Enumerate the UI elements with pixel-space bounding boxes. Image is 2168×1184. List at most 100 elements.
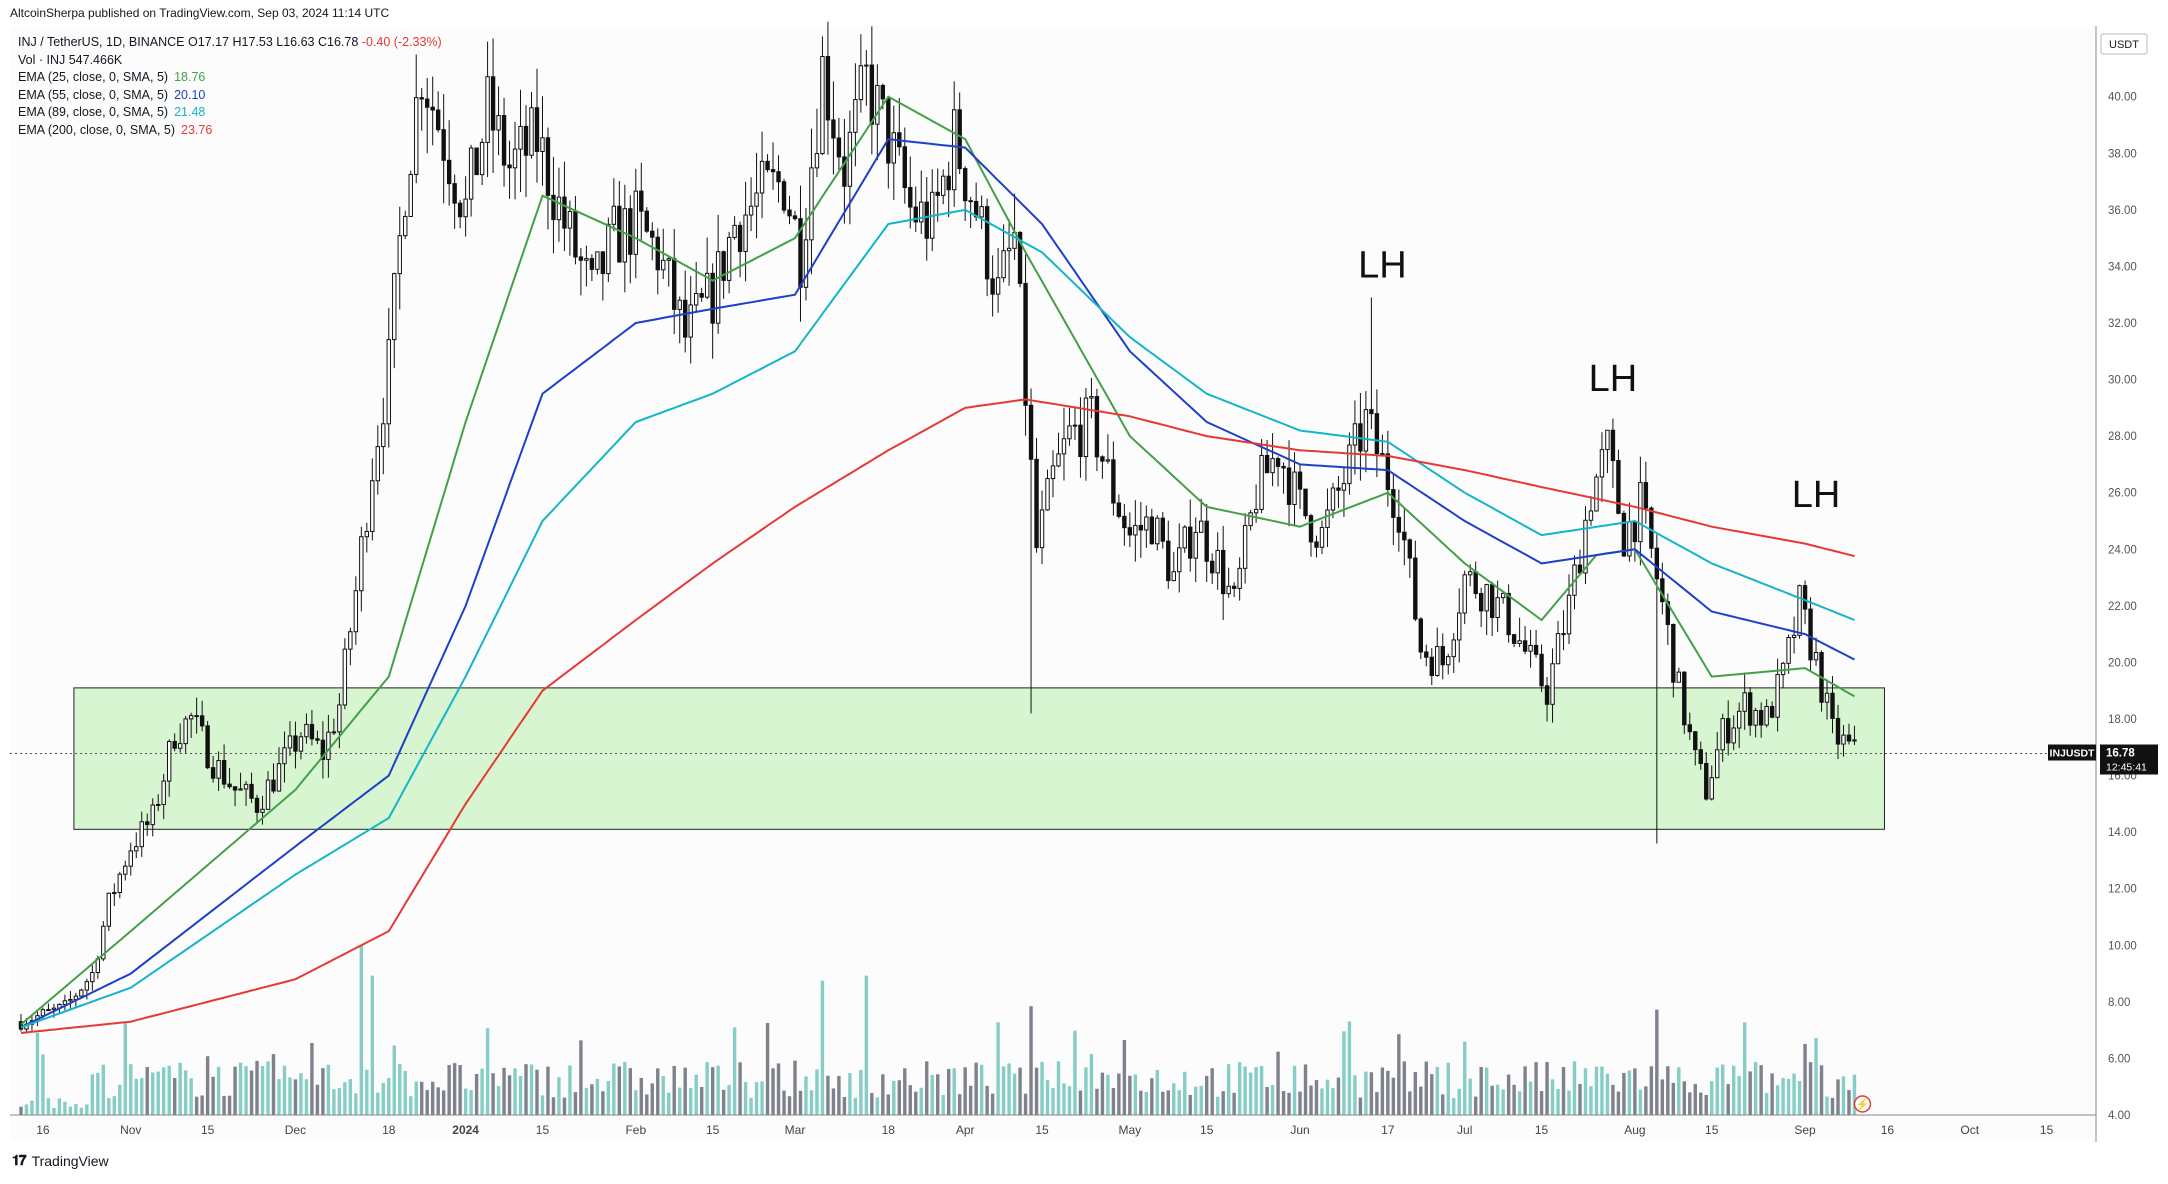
candle[interactable] xyxy=(243,781,249,806)
candle[interactable] xyxy=(353,576,359,645)
candle[interactable] xyxy=(1089,377,1094,419)
candle[interactable] xyxy=(1303,488,1308,520)
candle[interactable] xyxy=(320,721,326,779)
candle[interactable] xyxy=(1835,704,1841,759)
candle[interactable] xyxy=(265,771,271,810)
candle[interactable] xyxy=(1292,452,1297,525)
candle[interactable] xyxy=(183,715,188,753)
candle[interactable] xyxy=(1544,676,1550,722)
candle[interactable] xyxy=(1566,574,1572,644)
candle[interactable] xyxy=(331,718,337,736)
candle[interactable] xyxy=(1034,437,1039,553)
candle[interactable] xyxy=(490,38,496,174)
candle[interactable] xyxy=(1242,513,1248,584)
candle[interactable] xyxy=(578,247,584,296)
candle[interactable] xyxy=(337,693,342,749)
candle[interactable] xyxy=(123,860,128,881)
candle[interactable] xyxy=(1819,650,1824,712)
symbol-line[interactable]: INJ / TetherUS, 1D, BINANCE O17.17 H17.5… xyxy=(18,34,442,52)
candle[interactable] xyxy=(825,21,831,155)
candle[interactable] xyxy=(1100,455,1105,479)
candle[interactable] xyxy=(441,94,446,204)
candle[interactable] xyxy=(567,200,573,256)
candle[interactable] xyxy=(1380,434,1385,456)
candle[interactable] xyxy=(408,170,413,217)
candle[interactable] xyxy=(1325,488,1330,547)
candle[interactable] xyxy=(650,222,655,261)
candle[interactable] xyxy=(1682,671,1687,735)
candle[interactable] xyxy=(858,34,864,113)
candle[interactable] xyxy=(1330,482,1336,519)
candle[interactable] xyxy=(1846,723,1852,745)
support-zone[interactable] xyxy=(73,687,1885,830)
candle[interactable] xyxy=(1769,701,1775,719)
candle[interactable] xyxy=(309,710,315,746)
candle[interactable] xyxy=(677,296,682,344)
candle[interactable] xyxy=(1528,629,1533,668)
candle[interactable] xyxy=(1056,432,1061,468)
candle[interactable] xyxy=(809,128,814,275)
candle[interactable] xyxy=(787,195,792,225)
candle[interactable] xyxy=(1841,725,1846,757)
candle[interactable] xyxy=(106,892,112,932)
candle[interactable] xyxy=(606,217,611,282)
candle[interactable] xyxy=(468,144,474,217)
candle[interactable] xyxy=(962,166,968,222)
candle[interactable] xyxy=(364,522,370,553)
candle[interactable] xyxy=(1248,509,1253,531)
candle[interactable] xyxy=(551,156,556,254)
candle[interactable] xyxy=(403,210,408,240)
candle[interactable] xyxy=(611,178,617,232)
candle[interactable] xyxy=(397,206,402,310)
candle[interactable] xyxy=(172,733,177,752)
candle[interactable] xyxy=(386,307,391,448)
lightning-icon[interactable]: ⚡ xyxy=(1853,1095,1872,1113)
candle[interactable] xyxy=(161,773,166,820)
candle[interactable] xyxy=(1457,588,1462,663)
candle[interactable] xyxy=(1336,475,1341,508)
candle[interactable] xyxy=(710,263,715,359)
ema-legend-row[interactable]: EMA (25, close, 0, SMA, 5) 18.76 xyxy=(18,69,442,87)
candle[interactable] xyxy=(1374,389,1380,478)
candle[interactable] xyxy=(446,120,452,206)
candle[interactable] xyxy=(1177,523,1182,593)
candle[interactable] xyxy=(1451,633,1456,673)
candle[interactable] xyxy=(584,245,589,287)
candle[interactable] xyxy=(1478,587,1484,628)
candle[interactable] xyxy=(759,131,765,219)
candle[interactable] xyxy=(1155,515,1160,551)
candle[interactable] xyxy=(1413,540,1418,622)
candle[interactable] xyxy=(1731,715,1736,751)
candle[interactable] xyxy=(145,813,150,836)
candle[interactable] xyxy=(704,237,710,300)
candle[interactable] xyxy=(869,26,875,155)
candle[interactable] xyxy=(781,178,787,214)
candle[interactable] xyxy=(1550,648,1555,723)
candle[interactable] xyxy=(1758,702,1764,738)
candle[interactable] xyxy=(600,251,606,301)
candle[interactable] xyxy=(512,121,518,200)
candle[interactable] xyxy=(496,86,501,156)
candle[interactable] xyxy=(1824,679,1830,720)
candle[interactable] xyxy=(1594,473,1599,512)
candle[interactable] xyxy=(205,721,210,770)
candle[interactable] xyxy=(891,105,897,201)
candle[interactable] xyxy=(737,221,743,278)
candle[interactable] xyxy=(1160,512,1165,549)
candle[interactable] xyxy=(139,811,144,857)
candle[interactable] xyxy=(715,214,721,334)
ema-legend-row[interactable]: EMA (55, close, 0, SMA, 5) 20.10 xyxy=(18,87,442,105)
candle[interactable] xyxy=(1220,525,1226,620)
candle[interactable] xyxy=(474,147,479,176)
candle[interactable] xyxy=(1111,441,1116,516)
candle[interactable] xyxy=(633,168,639,279)
candle[interactable] xyxy=(501,97,507,187)
candle[interactable] xyxy=(1039,490,1045,565)
candle[interactable] xyxy=(1747,687,1753,736)
candle[interactable] xyxy=(1116,494,1122,519)
candle[interactable] xyxy=(831,81,836,175)
candle[interactable] xyxy=(1144,505,1149,548)
candle[interactable] xyxy=(743,181,748,282)
tradingview-brand[interactable]: 𝟏𝟕 TradingView xyxy=(12,1152,109,1169)
candle[interactable] xyxy=(1045,469,1050,511)
